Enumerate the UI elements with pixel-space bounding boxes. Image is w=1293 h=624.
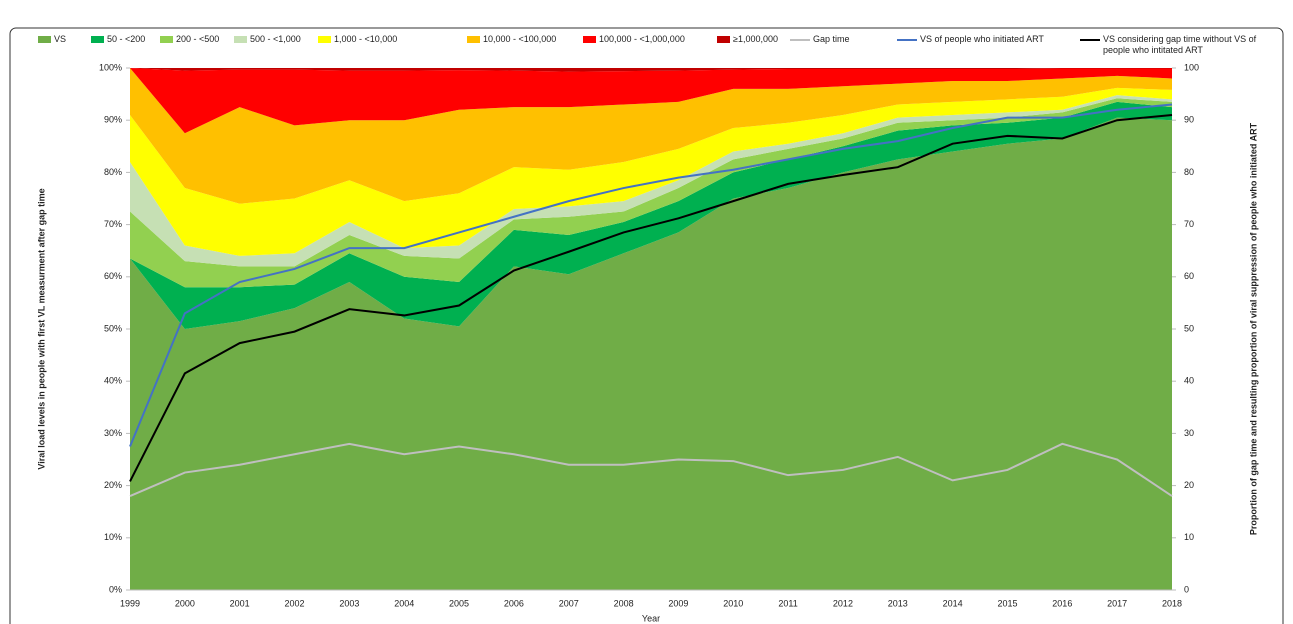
legend-item: 500 - <1,000 <box>234 34 301 45</box>
legend-swatch <box>318 36 331 43</box>
legend-label: 1,000 - <10,000 <box>334 34 398 44</box>
frame <box>9 27 1284 624</box>
line <box>129 442 1173 497</box>
y2-tick-label: 30 <box>1184 428 1194 438</box>
x-tick-label: 2007 <box>559 598 579 608</box>
legend-label: 500 - <1,000 <box>250 34 301 44</box>
legend-label: VS <box>54 34 67 44</box>
legend-label: 100,000 - <1,000,000 <box>599 34 685 44</box>
x-tick-label: 2012 <box>833 598 853 608</box>
y-axis-title: Viral load levels in people with first V… <box>36 188 46 469</box>
area-segment <box>130 117 1172 590</box>
legend-item: 200 - <500 <box>160 34 219 45</box>
legend-swatch <box>38 36 51 43</box>
area-segment <box>130 98 1172 288</box>
x-tick-label: 1999 <box>120 598 140 608</box>
y2-tick-label: 40 <box>1184 376 1194 386</box>
legend-swatch <box>583 36 596 43</box>
x-tick-label: 2001 <box>230 598 250 608</box>
x-tick-label: 2009 <box>668 598 688 608</box>
area-segment <box>130 101 1172 330</box>
x-tick-label: 2002 <box>285 598 305 608</box>
area-segment <box>130 68 1172 134</box>
y-tick-label: 10% <box>104 532 122 542</box>
x-tick-label: 2004 <box>394 598 414 608</box>
legend-swatch <box>790 39 810 41</box>
legend-swatch <box>234 36 247 43</box>
x-tick-label: 2000 <box>175 598 195 608</box>
legend-label: VS of people who initiated ART <box>920 34 1044 44</box>
area-segment <box>130 68 1172 204</box>
area-segment <box>130 87 1172 256</box>
legend-label: 50 - <200 <box>107 34 146 44</box>
x-tick-label: 2015 <box>997 598 1017 608</box>
legend-swatch <box>467 36 480 43</box>
legend-item: ≥1,000,000 <box>717 34 778 45</box>
line <box>129 103 1173 447</box>
legend-label: VS considering gap time without VS of pe… <box>1103 34 1257 55</box>
y-tick-label: 100% <box>99 62 122 72</box>
legend-item: VS of people who initiated ART <box>897 34 1044 45</box>
legend-item: 1,000 - <10,000 <box>318 34 397 45</box>
x-tick-label: 2011 <box>778 598 797 608</box>
x-tick-label: 2014 <box>943 598 963 608</box>
x-tick-label: 2013 <box>888 598 908 608</box>
y-tick-label: 20% <box>104 480 122 490</box>
legend-item: 50 - <200 <box>91 34 145 45</box>
y2-tick-label: 60 <box>1184 271 1194 281</box>
legend-swatch <box>897 39 917 41</box>
legend-swatch <box>91 36 104 43</box>
y-tick-label: 70% <box>104 219 122 229</box>
line <box>129 113 1173 482</box>
x-tick-label: 2008 <box>614 598 634 608</box>
area-segment <box>130 68 1172 72</box>
legend-label: Gap time <box>813 34 850 44</box>
legend-swatch <box>160 36 173 43</box>
y-tick-label: 40% <box>104 376 122 386</box>
x-tick-label: 2005 <box>449 598 469 608</box>
legend-label: 200 - <500 <box>176 34 220 44</box>
y2-axis-title: Proportion of gap time and resulting pro… <box>1248 122 1258 535</box>
y2-tick-label: 50 <box>1184 323 1194 333</box>
legend-item: VS <box>38 34 66 45</box>
legend-label: 10,000 - <100,000 <box>483 34 557 44</box>
y-tick-label: 90% <box>104 115 122 125</box>
x-tick-label: 2016 <box>1052 598 1072 608</box>
legend-item: 10,000 - <100,000 <box>467 34 556 45</box>
x-tick-label: 2018 <box>1162 598 1182 608</box>
x-tick-label: 2003 <box>339 598 359 608</box>
y2-tick-label: 100 <box>1184 62 1199 72</box>
x-tick-label: 2006 <box>504 598 524 608</box>
y2-tick-label: 90 <box>1184 115 1194 125</box>
y2-tick-label: 80 <box>1184 167 1194 177</box>
x-axis-title: Year <box>642 613 660 623</box>
legend-item: 100,000 - <1,000,000 <box>583 34 685 45</box>
legend-item: Gap time <box>790 34 850 45</box>
y2-tick-label: 10 <box>1184 532 1194 542</box>
y-tick-label: 80% <box>104 167 122 177</box>
legend-swatch <box>717 36 730 43</box>
legend-item: VS considering gap time without VS of pe… <box>1080 34 1280 56</box>
y2-tick-label: 0 <box>1184 584 1189 594</box>
y2-tick-label: 20 <box>1184 480 1194 490</box>
x-tick-label: 2017 <box>1107 598 1127 608</box>
legend-label: ≥1,000,000 <box>733 34 778 44</box>
y-tick-label: 30% <box>104 428 122 438</box>
y-tick-label: 50% <box>104 323 122 333</box>
legend-swatch <box>1080 39 1100 41</box>
y-tick-label: 60% <box>104 271 122 281</box>
x-tick-label: 2010 <box>723 598 743 608</box>
y2-tick-label: 70 <box>1184 219 1194 229</box>
y-tick-label: 0% <box>109 584 122 594</box>
